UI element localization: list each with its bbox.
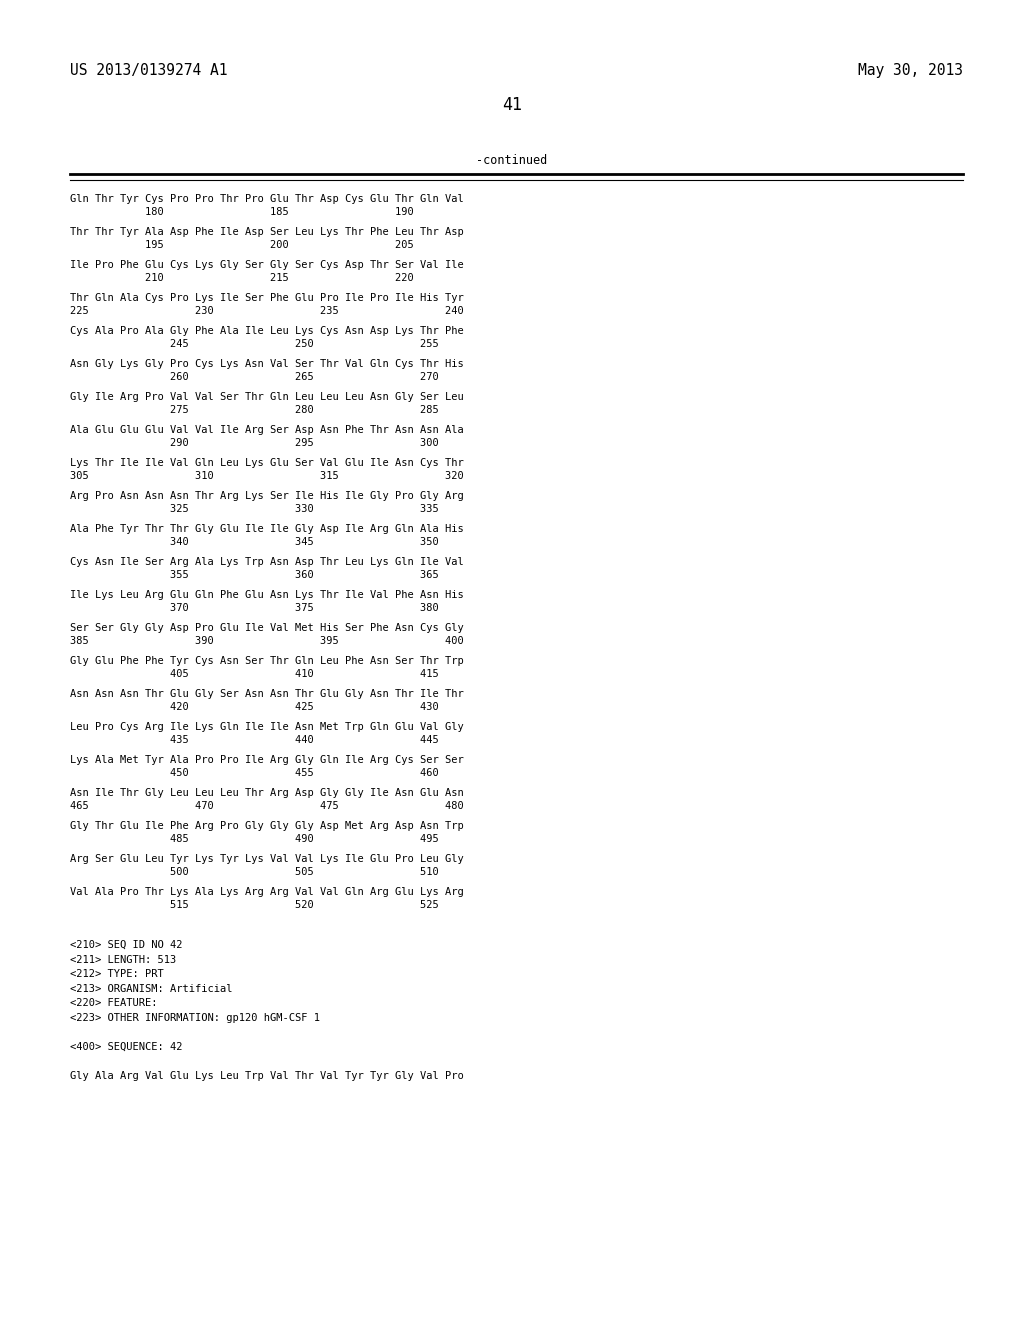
Text: <212> TYPE: PRT: <212> TYPE: PRT (70, 969, 164, 979)
Text: Arg Pro Asn Asn Asn Thr Arg Lys Ser Ile His Ile Gly Pro Gly Arg: Arg Pro Asn Asn Asn Thr Arg Lys Ser Ile … (70, 491, 464, 502)
Text: Asn Asn Asn Thr Glu Gly Ser Asn Asn Thr Glu Gly Asn Thr Ile Thr: Asn Asn Asn Thr Glu Gly Ser Asn Asn Thr … (70, 689, 464, 700)
Text: Gly Ala Arg Val Glu Lys Leu Trp Val Thr Val Tyr Tyr Gly Val Pro: Gly Ala Arg Val Glu Lys Leu Trp Val Thr … (70, 1071, 464, 1081)
Text: 180                 185                 190: 180 185 190 (70, 207, 414, 216)
Text: <223> OTHER INFORMATION: gp120 hGM-CSF 1: <223> OTHER INFORMATION: gp120 hGM-CSF 1 (70, 1012, 319, 1023)
Text: 305                 310                 315                 320: 305 310 315 320 (70, 471, 464, 480)
Text: 275                 280                 285: 275 280 285 (70, 405, 438, 414)
Text: 245                 250                 255: 245 250 255 (70, 339, 438, 348)
Text: Thr Thr Tyr Ala Asp Phe Ile Asp Ser Leu Lys Thr Phe Leu Thr Asp: Thr Thr Tyr Ala Asp Phe Ile Asp Ser Leu … (70, 227, 464, 238)
Text: 515                 520                 525: 515 520 525 (70, 900, 438, 909)
Text: 260                 265                 270: 260 265 270 (70, 372, 438, 381)
Text: US 2013/0139274 A1: US 2013/0139274 A1 (70, 63, 227, 78)
Text: 325                 330                 335: 325 330 335 (70, 504, 438, 513)
Text: 500                 505                 510: 500 505 510 (70, 867, 438, 876)
Text: Leu Pro Cys Arg Ile Lys Gln Ile Ile Asn Met Trp Gln Glu Val Gly: Leu Pro Cys Arg Ile Lys Gln Ile Ile Asn … (70, 722, 464, 733)
Text: 355                 360                 365: 355 360 365 (70, 570, 438, 579)
Text: Ile Pro Phe Glu Cys Lys Gly Ser Gly Ser Cys Asp Thr Ser Val Ile: Ile Pro Phe Glu Cys Lys Gly Ser Gly Ser … (70, 260, 464, 271)
Text: Val Ala Pro Thr Lys Ala Lys Arg Arg Val Val Gln Arg Glu Lys Arg: Val Ala Pro Thr Lys Ala Lys Arg Arg Val … (70, 887, 464, 898)
Text: <213> ORGANISM: Artificial: <213> ORGANISM: Artificial (70, 983, 232, 994)
Text: -continued: -continued (476, 154, 548, 168)
Text: Asn Gly Lys Gly Pro Cys Lys Asn Val Ser Thr Val Gln Cys Thr His: Asn Gly Lys Gly Pro Cys Lys Asn Val Ser … (70, 359, 464, 370)
Text: Lys Thr Ile Ile Val Gln Leu Lys Glu Ser Val Glu Ile Asn Cys Thr: Lys Thr Ile Ile Val Gln Leu Lys Glu Ser … (70, 458, 464, 469)
Text: 41: 41 (502, 96, 522, 115)
Text: 210                 215                 220: 210 215 220 (70, 273, 414, 282)
Text: 420                 425                 430: 420 425 430 (70, 702, 438, 711)
Text: 340                 345                 350: 340 345 350 (70, 537, 438, 546)
Text: <400> SEQUENCE: 42: <400> SEQUENCE: 42 (70, 1041, 182, 1052)
Text: Ser Ser Gly Gly Asp Pro Glu Ile Val Met His Ser Phe Asn Cys Gly: Ser Ser Gly Gly Asp Pro Glu Ile Val Met … (70, 623, 464, 634)
Text: Thr Gln Ala Cys Pro Lys Ile Ser Phe Glu Pro Ile Pro Ile His Tyr: Thr Gln Ala Cys Pro Lys Ile Ser Phe Glu … (70, 293, 464, 304)
Text: 450                 455                 460: 450 455 460 (70, 768, 438, 777)
Text: 195                 200                 205: 195 200 205 (70, 240, 414, 249)
Text: Ile Lys Leu Arg Glu Gln Phe Glu Asn Lys Thr Ile Val Phe Asn His: Ile Lys Leu Arg Glu Gln Phe Glu Asn Lys … (70, 590, 464, 601)
Text: Arg Ser Glu Leu Tyr Lys Tyr Lys Val Val Lys Ile Glu Pro Leu Gly: Arg Ser Glu Leu Tyr Lys Tyr Lys Val Val … (70, 854, 464, 865)
Text: Gly Thr Glu Ile Phe Arg Pro Gly Gly Gly Asp Met Arg Asp Asn Trp: Gly Thr Glu Ile Phe Arg Pro Gly Gly Gly … (70, 821, 464, 832)
Text: Lys Ala Met Tyr Ala Pro Pro Ile Arg Gly Gln Ile Arg Cys Ser Ser: Lys Ala Met Tyr Ala Pro Pro Ile Arg Gly … (70, 755, 464, 766)
Text: 385                 390                 395                 400: 385 390 395 400 (70, 636, 464, 645)
Text: Cys Ala Pro Ala Gly Phe Ala Ile Leu Lys Cys Asn Asp Lys Thr Phe: Cys Ala Pro Ala Gly Phe Ala Ile Leu Lys … (70, 326, 464, 337)
Text: 405                 410                 415: 405 410 415 (70, 669, 438, 678)
Text: <211> LENGTH: 513: <211> LENGTH: 513 (70, 954, 176, 965)
Text: 225                 230                 235                 240: 225 230 235 240 (70, 306, 464, 315)
Text: 485                 490                 495: 485 490 495 (70, 834, 438, 843)
Text: Gly Ile Arg Pro Val Val Ser Thr Gln Leu Leu Leu Asn Gly Ser Leu: Gly Ile Arg Pro Val Val Ser Thr Gln Leu … (70, 392, 464, 403)
Text: Ala Phe Tyr Thr Thr Gly Glu Ile Ile Gly Asp Ile Arg Gln Ala His: Ala Phe Tyr Thr Thr Gly Glu Ile Ile Gly … (70, 524, 464, 535)
Text: Ala Glu Glu Glu Val Val Ile Arg Ser Asp Asn Phe Thr Asn Asn Ala: Ala Glu Glu Glu Val Val Ile Arg Ser Asp … (70, 425, 464, 436)
Text: 370                 375                 380: 370 375 380 (70, 603, 438, 612)
Text: Gln Thr Tyr Cys Pro Pro Thr Pro Glu Thr Asp Cys Glu Thr Gln Val: Gln Thr Tyr Cys Pro Pro Thr Pro Glu Thr … (70, 194, 464, 205)
Text: Cys Asn Ile Ser Arg Ala Lys Trp Asn Asp Thr Leu Lys Gln Ile Val: Cys Asn Ile Ser Arg Ala Lys Trp Asn Asp … (70, 557, 464, 568)
Text: Asn Ile Thr Gly Leu Leu Leu Thr Arg Asp Gly Gly Ile Asn Glu Asn: Asn Ile Thr Gly Leu Leu Leu Thr Arg Asp … (70, 788, 464, 799)
Text: 465                 470                 475                 480: 465 470 475 480 (70, 801, 464, 810)
Text: <220> FEATURE:: <220> FEATURE: (70, 998, 157, 1008)
Text: 435                 440                 445: 435 440 445 (70, 735, 438, 744)
Text: <210> SEQ ID NO 42: <210> SEQ ID NO 42 (70, 940, 182, 950)
Text: Gly Glu Phe Phe Tyr Cys Asn Ser Thr Gln Leu Phe Asn Ser Thr Trp: Gly Glu Phe Phe Tyr Cys Asn Ser Thr Gln … (70, 656, 464, 667)
Text: May 30, 2013: May 30, 2013 (857, 63, 963, 78)
Text: 290                 295                 300: 290 295 300 (70, 438, 438, 447)
